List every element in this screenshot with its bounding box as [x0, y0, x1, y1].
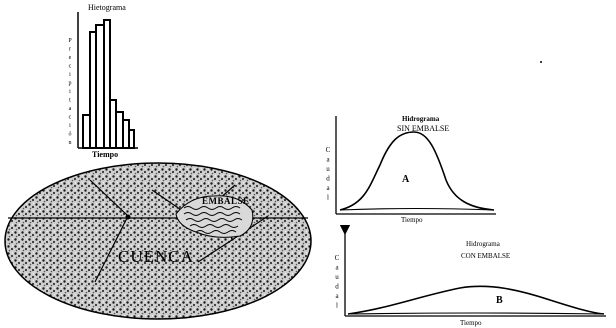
axis-letter: e [69, 55, 72, 61]
axis-letter: c [69, 64, 72, 70]
hyetograph-bar [115, 111, 124, 149]
river-branch [94, 215, 129, 283]
hyetograph-xlabel: Tiempo [92, 150, 118, 159]
hyetograph-bar [103, 19, 111, 149]
axis-letter: C [326, 146, 331, 154]
reservoir-waves [183, 206, 243, 234]
axis-letter: d [326, 175, 330, 183]
hydrograph-without-title-1: Hidrograma [402, 115, 440, 123]
hydrograph-with-baseline [347, 312, 605, 315]
hyetograph-bar [95, 24, 105, 149]
area-label-b: B [496, 295, 503, 306]
axis-letter: P [68, 38, 72, 44]
hydrograph-without-xlabel: Tiempo [401, 216, 423, 224]
axis-letter: C [335, 254, 340, 262]
area-label-a: A [402, 174, 410, 185]
axis-letter: t [69, 98, 71, 104]
river-branch [89, 179, 129, 217]
axis-letter: u [326, 165, 330, 173]
hydrograph-with-title-1: Hidrograma [466, 240, 501, 248]
axis-letter: a [335, 264, 339, 272]
reservoir-outline [175, 195, 254, 238]
axis-letter: d [335, 283, 339, 291]
river-branch [197, 239, 233, 263]
axis-letter: i [69, 72, 71, 78]
outlet-point [125, 214, 131, 220]
axis-letter: l [336, 302, 338, 310]
hyetograph-title: Hietograma [88, 3, 126, 12]
hydrograph-without-baseline [339, 207, 495, 211]
axis-letter: p [69, 81, 72, 87]
axis-letter: r [69, 47, 71, 53]
axis-letter: ó [69, 132, 72, 138]
axis-letter: i [69, 89, 71, 95]
hydrograph-without-title-2: SIN EMBALSE [397, 124, 449, 133]
reservoir: EMBALSE [175, 195, 254, 238]
hyetograph-bar [82, 114, 91, 149]
axis-letter: n [69, 140, 72, 146]
axis-letter: c [69, 115, 72, 121]
basin: EMBALSE CUENCA [4, 162, 312, 320]
axis-letter: l [327, 194, 329, 202]
axis-letter: a [326, 184, 330, 192]
hyetograph-bar [128, 129, 135, 149]
axis-letter: i [69, 123, 71, 129]
basin-ellipse [4, 162, 312, 320]
hydrograph-with-xlabel: Tiempo [460, 319, 482, 327]
hydrograph-without-curve [339, 131, 495, 211]
basin-label: CUENCA [118, 247, 194, 266]
axis-letter: u [335, 273, 339, 281]
axis-letter: a [326, 156, 330, 164]
hyetograph-bars [82, 19, 135, 149]
axis-letter: a [335, 292, 339, 300]
hydrograph-with-curve [347, 285, 605, 315]
stray-dot [540, 61, 542, 63]
reservoir-label: EMBALSE [202, 196, 250, 206]
hydrograph-with-title-2: CON EMBALSE [461, 252, 510, 260]
axis-letter: a [69, 106, 72, 112]
